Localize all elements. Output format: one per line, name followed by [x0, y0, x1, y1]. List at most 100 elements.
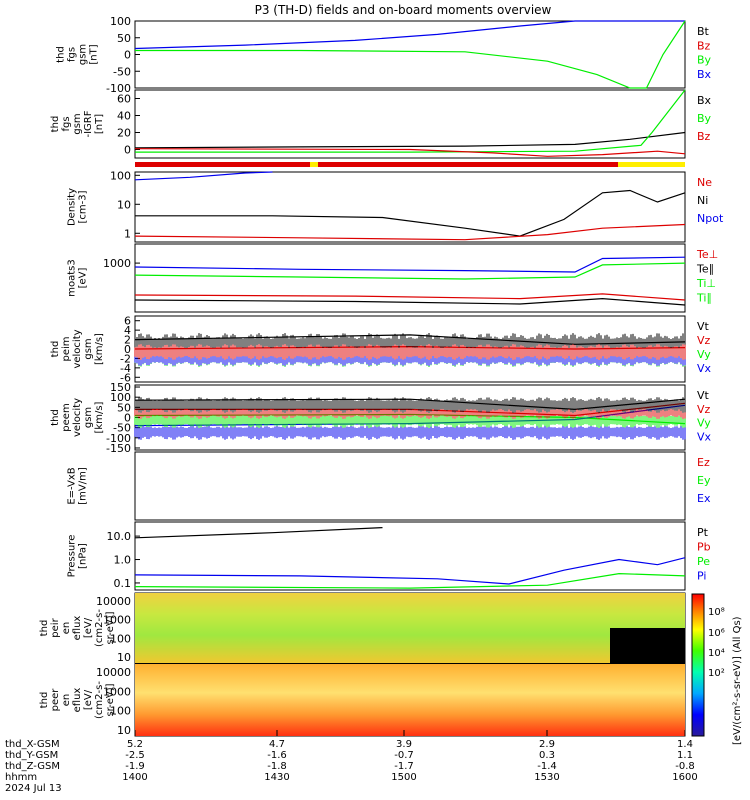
ytick-label: -50: [113, 65, 131, 78]
ylabel-line: peem: [61, 403, 72, 431]
legend-entry: Te∥: [696, 263, 714, 276]
ylabel-line: en: [61, 694, 72, 707]
orbit-row-label: thd_X-GSM: [5, 739, 60, 750]
ytick-label: 6: [124, 315, 131, 328]
date-label: 2024 Jul 13: [5, 783, 62, 794]
legend-entry: Bx: [697, 68, 712, 81]
orbit-value: 1530: [534, 772, 559, 783]
ylabel-line: [eV/: [83, 617, 94, 638]
series-Ni: [135, 189, 686, 237]
series-Pe: [134, 572, 686, 589]
legend-entry: Vy: [697, 348, 711, 361]
panel-frame: [134, 20, 686, 89]
legend-entry: Bz: [697, 39, 711, 52]
panel-frame: [134, 171, 686, 243]
colorbar-tick: 10⁸: [708, 607, 725, 618]
ytick-label: 100: [110, 632, 131, 645]
ytick-label: 100: [110, 705, 131, 718]
legend-entry: Pt: [697, 526, 709, 539]
series-Bx: [134, 20, 685, 50]
ylabel-line: sr-eV)]: [105, 683, 116, 716]
orbit-value: -1.7: [394, 761, 414, 772]
colorbar-tick: 10⁴: [708, 648, 725, 659]
ylabel-line: fgs: [67, 47, 78, 62]
peer-spectrogram: [135, 664, 685, 736]
legend-entry: Npot: [697, 212, 724, 225]
panel-frame: [134, 89, 686, 159]
orbit-value: -1.9: [125, 761, 145, 772]
ytick-label: 1000: [103, 257, 131, 270]
ytick-label: -6: [120, 371, 131, 384]
series-Pt: [134, 527, 383, 539]
colorbar-label: [eV/(cm²-s-sr-eV)] (All Qs): [732, 616, 743, 745]
ylabel-line: peir: [50, 617, 61, 637]
ytick-label: 10000: [96, 595, 131, 608]
ylabel-line: thd: [50, 409, 61, 426]
panel-frame: [134, 451, 686, 521]
ytick-label: 150: [110, 381, 131, 394]
ylabel-line: eflux: [72, 616, 83, 641]
colorbar: [691, 593, 705, 737]
ylabel-line: thd: [56, 46, 67, 63]
ylabel-line: thd: [50, 116, 61, 133]
orbit-value: 1430: [264, 772, 289, 783]
ytick-label: 10000: [96, 666, 131, 679]
ytick-label: 1: [124, 227, 131, 240]
ytick-label: 0: [124, 49, 131, 62]
ytick-label: -2: [120, 352, 131, 365]
ylabel-line: [nT]: [89, 44, 100, 64]
legend-entry: Pe: [697, 555, 710, 568]
series-Ne: [134, 223, 686, 241]
legend-entry: Ti⊥: [696, 277, 716, 290]
series-Ti⊥: [134, 256, 686, 273]
legend-entry: Ni: [697, 194, 708, 207]
series-Bz: [134, 148, 686, 157]
mode-bar-yellow: [310, 162, 318, 167]
ylabel-line: Pressure: [67, 535, 78, 578]
ytick-label: 100: [110, 169, 131, 182]
ytick-label: 20: [117, 127, 131, 140]
peem-vt-noise: [134, 397, 686, 413]
ylabel-line: sr-eV)]: [105, 611, 116, 644]
legend-entry: Ez: [697, 456, 710, 469]
peir-black-region: [610, 628, 685, 663]
orbit-value: 2.9: [539, 739, 555, 750]
panel-frame: [134, 243, 686, 313]
ylabel-line: (cm2-s-: [94, 681, 105, 719]
ylabel-line: thd: [39, 692, 50, 709]
ylabel-line: thd: [39, 620, 50, 637]
colorbar-tick: 10⁶: [708, 628, 725, 639]
ytick-label: 60: [117, 93, 131, 106]
ytick-label: 0: [124, 144, 131, 157]
ytick-label: -50: [113, 422, 131, 435]
ytick-label: 10: [117, 651, 131, 664]
ytick-label: -150: [106, 442, 131, 455]
panel-density: 100 10 1 Density [cm-3] Ne Ni Npot: [67, 169, 724, 243]
ylabel-line: [nPa]: [78, 543, 89, 569]
legend-entry: Vz: [697, 334, 711, 347]
ytick-label: 0: [124, 343, 131, 356]
legend-entry: Pb: [697, 541, 711, 554]
orbit-value: 3.9: [396, 739, 412, 750]
orbit-value: -0.7: [394, 750, 414, 761]
ylabel-line: gsm: [72, 113, 83, 134]
vz-noise: [134, 344, 686, 360]
ytick-label: 100: [110, 15, 131, 28]
ylabel-line: gsm: [83, 338, 94, 359]
legend-entry: Vx: [697, 430, 712, 443]
orbit-value: 4.7: [269, 739, 285, 750]
legend-entry: Ex: [697, 492, 711, 505]
peem-vx-noise: [134, 424, 686, 440]
orbit-row-label: thd_Y-GSM: [5, 750, 58, 761]
ytick-label: 10: [117, 724, 131, 737]
orbit-value: 5.2: [127, 739, 143, 750]
legend-entry: Vt: [697, 320, 710, 333]
ytick-label: 1.0: [114, 554, 132, 567]
panel-frame: [134, 521, 686, 591]
series-By: [135, 89, 686, 153]
legend-entry: Bx: [697, 94, 712, 107]
orbit-value: -2.5: [125, 750, 145, 761]
ylabel-line: velocity: [72, 329, 83, 368]
legend-entry: Vz: [697, 403, 711, 416]
